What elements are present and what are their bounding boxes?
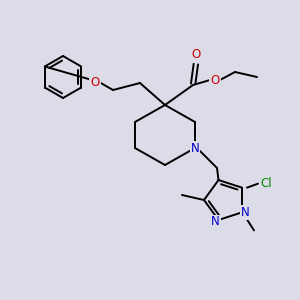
Text: N: N <box>190 142 200 154</box>
Text: N: N <box>241 206 249 219</box>
Text: O: O <box>210 74 220 86</box>
Text: Cl: Cl <box>260 177 272 190</box>
Text: O: O <box>191 49 201 62</box>
Text: O: O <box>90 76 100 88</box>
Text: N: N <box>211 215 220 229</box>
